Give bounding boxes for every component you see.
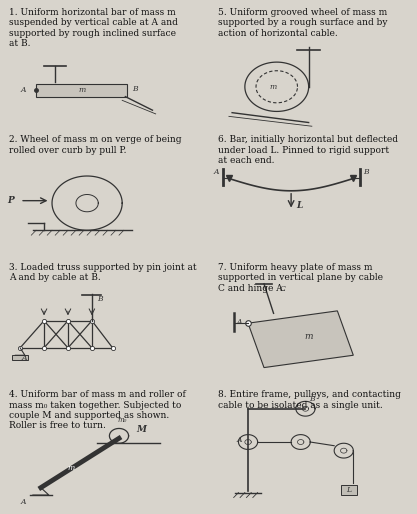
FancyBboxPatch shape (341, 485, 357, 495)
Text: 6. Bar, initially horizontal but deflected
under load L. Pinned to rigid support: 6. Bar, initially horizontal but deflect… (218, 135, 398, 165)
Text: m: m (304, 332, 313, 341)
Text: 4. Uniform bar of mass m and roller of
mass m₀ taken together. Subjected to
coup: 4. Uniform bar of mass m and roller of m… (9, 390, 186, 430)
Text: 1. Uniform horizontal bar of mass m
suspended by vertical cable at A and
support: 1. Uniform horizontal bar of mass m susp… (9, 8, 178, 48)
Polygon shape (248, 311, 353, 368)
Text: 2. Wheel of mass m on verge of being
rolled over curb by pull P.: 2. Wheel of mass m on verge of being rol… (9, 135, 181, 155)
Text: M: M (136, 425, 146, 434)
Text: 8. Entire frame, pulleys, and contacting
cable to be isolated as a single unit.: 8. Entire frame, pulleys, and contacting… (218, 390, 401, 410)
Text: m: m (68, 464, 75, 472)
Text: A: A (21, 498, 27, 505)
Text: B: B (132, 85, 137, 93)
Text: B: B (309, 395, 314, 402)
Text: 3. Loaded truss supported by pin joint at
A and by cable at B.: 3. Loaded truss supported by pin joint a… (9, 263, 196, 282)
Text: L: L (346, 486, 351, 494)
Text: A: A (236, 318, 242, 326)
Text: m: m (270, 83, 277, 91)
Text: A: A (21, 86, 27, 95)
Text: m: m (79, 86, 86, 95)
Text: m₀: m₀ (118, 415, 127, 424)
Text: P: P (7, 196, 14, 205)
FancyBboxPatch shape (36, 84, 127, 97)
Text: A: A (214, 168, 219, 176)
Text: 7. Uniform heavy plate of mass m
supported in vertical plane by cable
C and hing: 7. Uniform heavy plate of mass m support… (218, 263, 383, 292)
Text: 5. Uniform grooved wheel of mass m
supported by a rough surface and by
action of: 5. Uniform grooved wheel of mass m suppo… (218, 8, 387, 38)
Text: A: A (22, 354, 27, 362)
Text: B: B (363, 168, 369, 176)
FancyBboxPatch shape (12, 355, 28, 360)
Text: C: C (280, 285, 286, 292)
Text: B: B (97, 296, 102, 303)
Text: L: L (296, 201, 302, 210)
Text: A: A (236, 435, 242, 444)
